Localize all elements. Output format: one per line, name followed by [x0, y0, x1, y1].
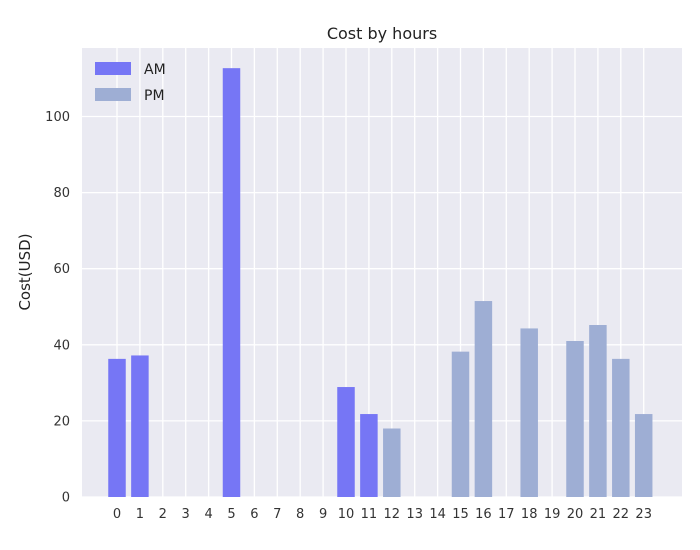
bar-pm-21	[589, 325, 607, 497]
legend: AM PM	[95, 62, 166, 104]
bar-pm-20	[566, 340, 584, 497]
x-tick-label: 9	[319, 507, 327, 522]
y-tick-label: 40	[53, 338, 70, 353]
bar-pm-22	[612, 358, 630, 497]
legend-label-pm: PM	[144, 88, 165, 104]
y-tick-label: 0	[62, 491, 70, 506]
y-axis-label: Cost(USD)	[16, 233, 34, 310]
x-tick-labels: 0 1 2 3 4 5 6 7 8 9 10 11 12 13 14 15 16 17 18 19 20 21 22 23	[113, 507, 652, 522]
bar-pm-12	[383, 428, 401, 497]
y-tick-label: 100	[45, 110, 70, 125]
x-tick-label: 17	[498, 507, 515, 522]
x-tick-label: 4	[204, 507, 212, 522]
y-tick-labels: 0 20 40 60 80 100	[45, 110, 70, 506]
x-tick-label: 11	[361, 507, 378, 522]
legend-swatch-pm	[95, 88, 131, 101]
bar-pm-23	[634, 414, 653, 497]
y-tick-label: 80	[53, 186, 70, 201]
bar-am-0	[108, 358, 126, 497]
x-tick-label: 23	[635, 507, 652, 522]
bar-pm-15	[451, 351, 470, 497]
bar-am-5	[222, 68, 241, 498]
x-tick-label: 2	[159, 507, 167, 522]
bar-pm-18	[520, 328, 538, 497]
x-tick-label: 22	[613, 507, 630, 522]
x-tick-label: 0	[113, 507, 121, 522]
x-tick-label: 5	[227, 507, 235, 522]
bar-am-1	[131, 355, 149, 497]
y-tick-label: 20	[53, 414, 70, 429]
bar-pm-16	[474, 301, 493, 497]
chart-title: Cost by hours	[327, 24, 437, 43]
x-tick-label: 3	[182, 507, 190, 522]
bar-am-10	[337, 387, 355, 497]
x-tick-label: 7	[273, 507, 281, 522]
x-tick-label: 12	[384, 507, 401, 522]
x-tick-label: 16	[475, 507, 492, 522]
legend-label-am: AM	[144, 62, 166, 78]
x-tick-label: 18	[521, 507, 538, 522]
bar-am-11	[360, 414, 378, 497]
x-tick-label: 10	[338, 507, 355, 522]
x-tick-label: 6	[250, 507, 258, 522]
x-tick-label: 14	[429, 507, 446, 522]
grid-lines	[82, 48, 682, 498]
legend-swatch-am	[95, 62, 131, 75]
x-tick-label: 19	[544, 507, 561, 522]
x-tick-label: 15	[452, 507, 469, 522]
y-tick-label: 60	[53, 262, 70, 277]
x-tick-label: 1	[136, 507, 144, 522]
x-tick-label: 20	[567, 507, 584, 522]
x-tick-label: 21	[590, 507, 607, 522]
x-tick-label: 8	[296, 507, 304, 522]
x-tick-label: 13	[406, 507, 423, 522]
bars	[108, 68, 653, 498]
